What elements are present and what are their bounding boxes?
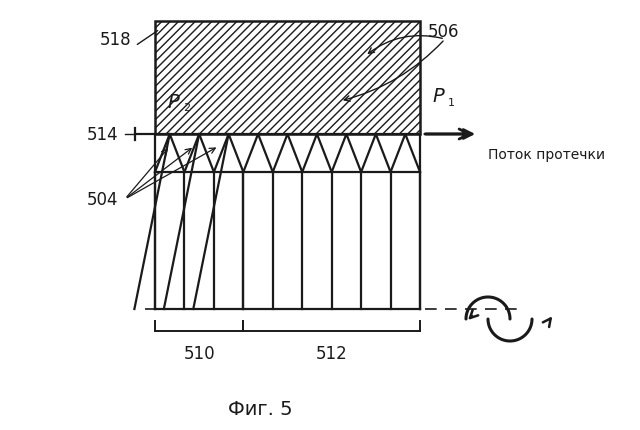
- Text: 2: 2: [183, 103, 190, 113]
- Text: 512: 512: [316, 344, 348, 362]
- Text: Фиг. 5: Фиг. 5: [228, 399, 292, 418]
- Text: 1: 1: [448, 98, 455, 108]
- Text: Поток протечки: Поток протечки: [488, 147, 605, 162]
- Text: 518: 518: [100, 31, 132, 49]
- Text: P: P: [432, 87, 444, 106]
- Bar: [155, 22, 420, 135]
- Text: 514: 514: [87, 126, 118, 144]
- Text: P: P: [167, 92, 179, 111]
- Text: 510: 510: [183, 344, 215, 362]
- Text: 506: 506: [428, 23, 460, 41]
- Bar: [155, 22, 420, 135]
- Text: 504: 504: [87, 190, 118, 209]
